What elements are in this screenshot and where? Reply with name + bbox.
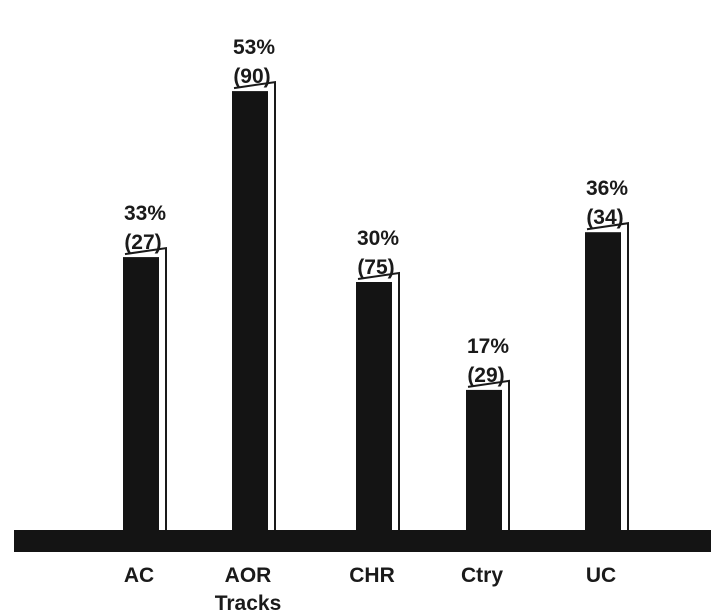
bar	[123, 257, 159, 533]
bar	[466, 389, 502, 533]
count-label: (27)	[124, 231, 161, 254]
category-label: CHR	[349, 564, 395, 587]
labels-layer: 33% (27) 53% (90) 30% (75) 17% (29) 36% (34)	[124, 36, 628, 387]
value-label: 53%	[233, 36, 275, 59]
x-axis-labels: AC AOR Tracks CHR Ctry UC	[124, 564, 616, 615]
category-label: UC	[586, 564, 616, 587]
category-label: Ctry	[461, 564, 503, 587]
bar	[585, 232, 621, 533]
value-label: 17%	[467, 335, 509, 358]
bar	[232, 91, 268, 533]
value-label: 30%	[357, 227, 399, 250]
chart-baseline	[14, 530, 711, 552]
category-label: AOR	[225, 564, 272, 587]
category-label: Tracks	[215, 592, 282, 615]
count-label: (90)	[233, 65, 270, 88]
count-label: (75)	[357, 256, 394, 279]
bar	[356, 282, 392, 533]
count-label: (29)	[467, 364, 504, 387]
value-label: 36%	[586, 177, 628, 200]
value-label: 33%	[124, 202, 166, 225]
category-label: AC	[124, 564, 154, 587]
count-label: (34)	[586, 206, 623, 229]
bars-layer	[123, 80, 629, 533]
